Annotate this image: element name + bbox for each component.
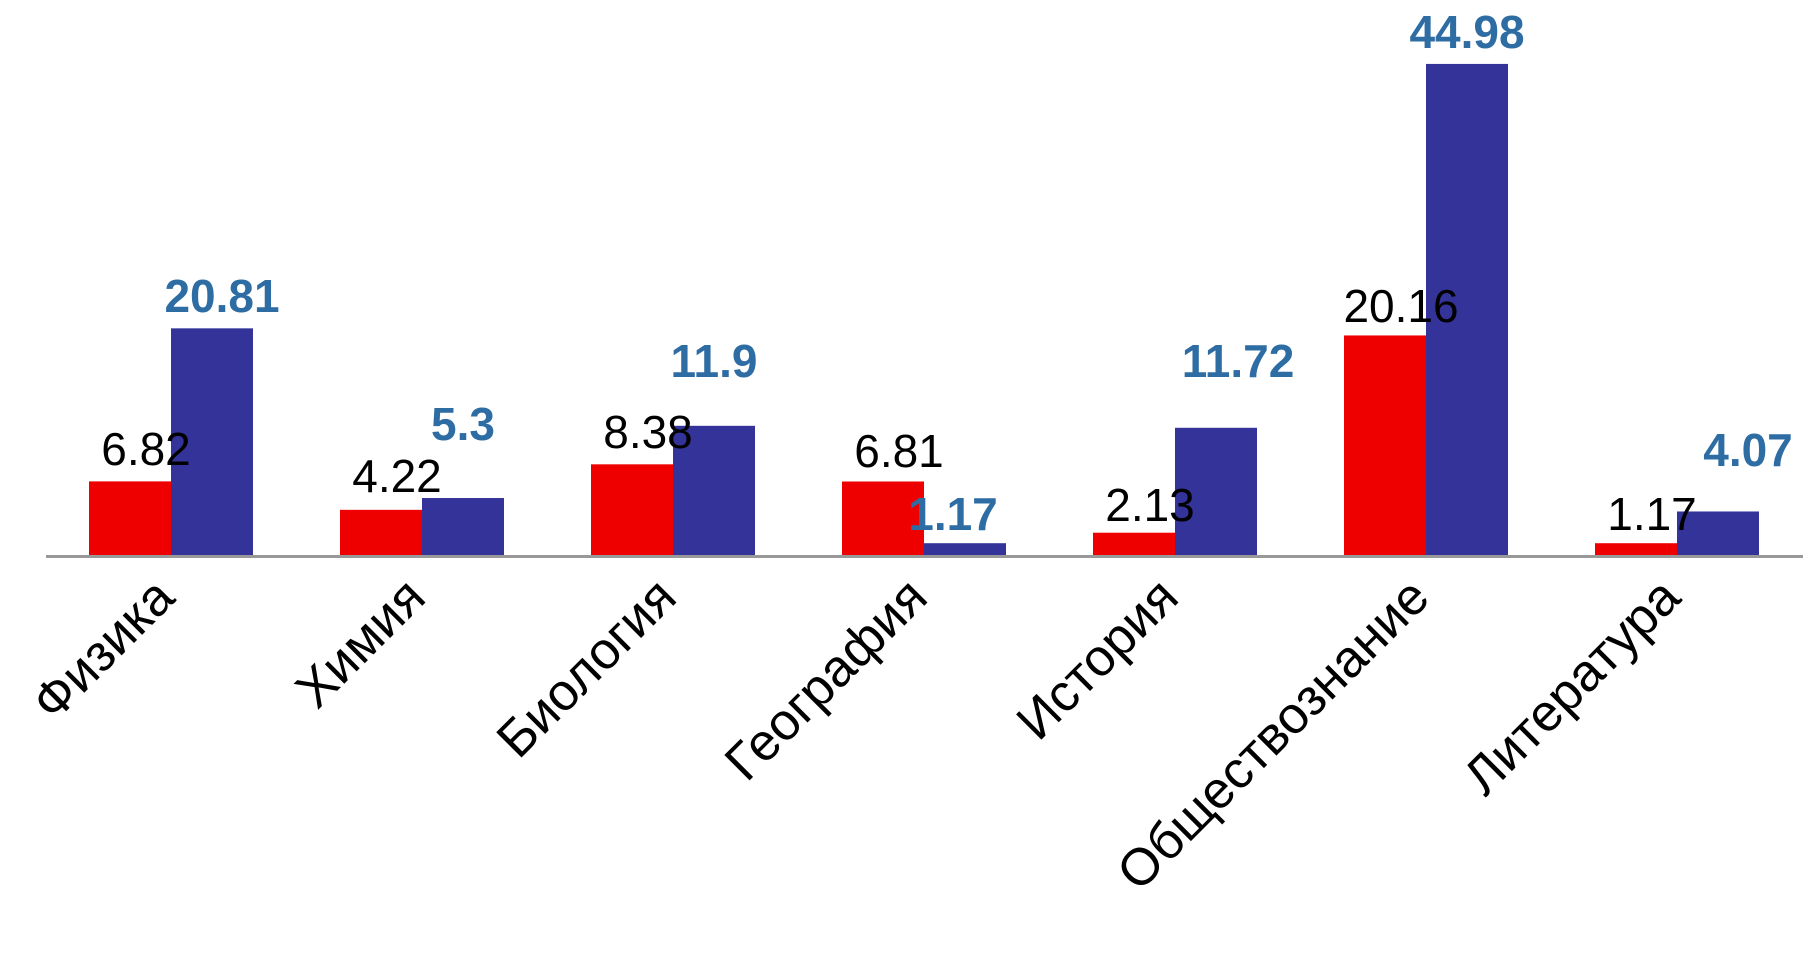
value-label-series-1-5: 11.72 [1182, 335, 1295, 387]
bar-series-1-4 [924, 543, 1006, 556]
bar-series-0-5 [1093, 532, 1175, 556]
bar-series-1-6 [1426, 63, 1508, 557]
value-label-series-1-4: 1.17 [908, 488, 998, 540]
value-label-series-0-5: 2.13 [1105, 479, 1195, 531]
bar-series-0-1 [89, 481, 171, 556]
category-labels-layer: Физика Химия Биология География ИсторияОбщес… [21, 567, 1691, 901]
value-label-series-0-3: 8.38 [603, 406, 693, 458]
bar-series-1-1 [171, 328, 253, 556]
value-label-series-1-3: 11.9 [671, 335, 758, 387]
value-label-series-0-4: 6.81 [854, 425, 944, 477]
value-label-series-0-1: 6.82 [101, 423, 191, 475]
category-label-4: География [714, 567, 938, 791]
value-label-series-1-6: 44.98 [1409, 6, 1524, 58]
bar-series-1-3 [673, 425, 755, 556]
category-label-7: Литература [1453, 567, 1692, 806]
bar-series-1-5 [1175, 427, 1257, 556]
bar-series-1-7 [1677, 511, 1759, 556]
category-label-3: Биология [486, 567, 688, 769]
value-label-series-1-7: 4.07 [1703, 424, 1793, 476]
category-label-5: История [1006, 567, 1190, 751]
value-label-series-1-1: 20.81 [164, 270, 279, 322]
bar-series-1-2 [422, 498, 504, 556]
bars-layer [89, 63, 1759, 557]
bar-series-0-2 [340, 509, 422, 556]
value-label-series-0-7: 1.17 [1607, 488, 1697, 540]
category-label-1: Физика [21, 567, 185, 731]
bar-series-0-6 [1344, 335, 1426, 556]
value-label-series-1-2: 5.3 [431, 398, 495, 450]
bar-series-0-7 [1595, 543, 1677, 556]
value-labels-layer: 6.82 20.81 4.225.3 8.38 11.9 6.81 1.17 2.13 11.7… [101, 6, 1793, 540]
bar-series-0-3 [591, 464, 673, 556]
value-label-series-0-2: 4.22 [352, 450, 442, 502]
value-label-series-0-6: 20.16 [1343, 280, 1458, 332]
category-label-2: Химия [285, 567, 437, 719]
bar-series-0-4 [842, 481, 924, 556]
